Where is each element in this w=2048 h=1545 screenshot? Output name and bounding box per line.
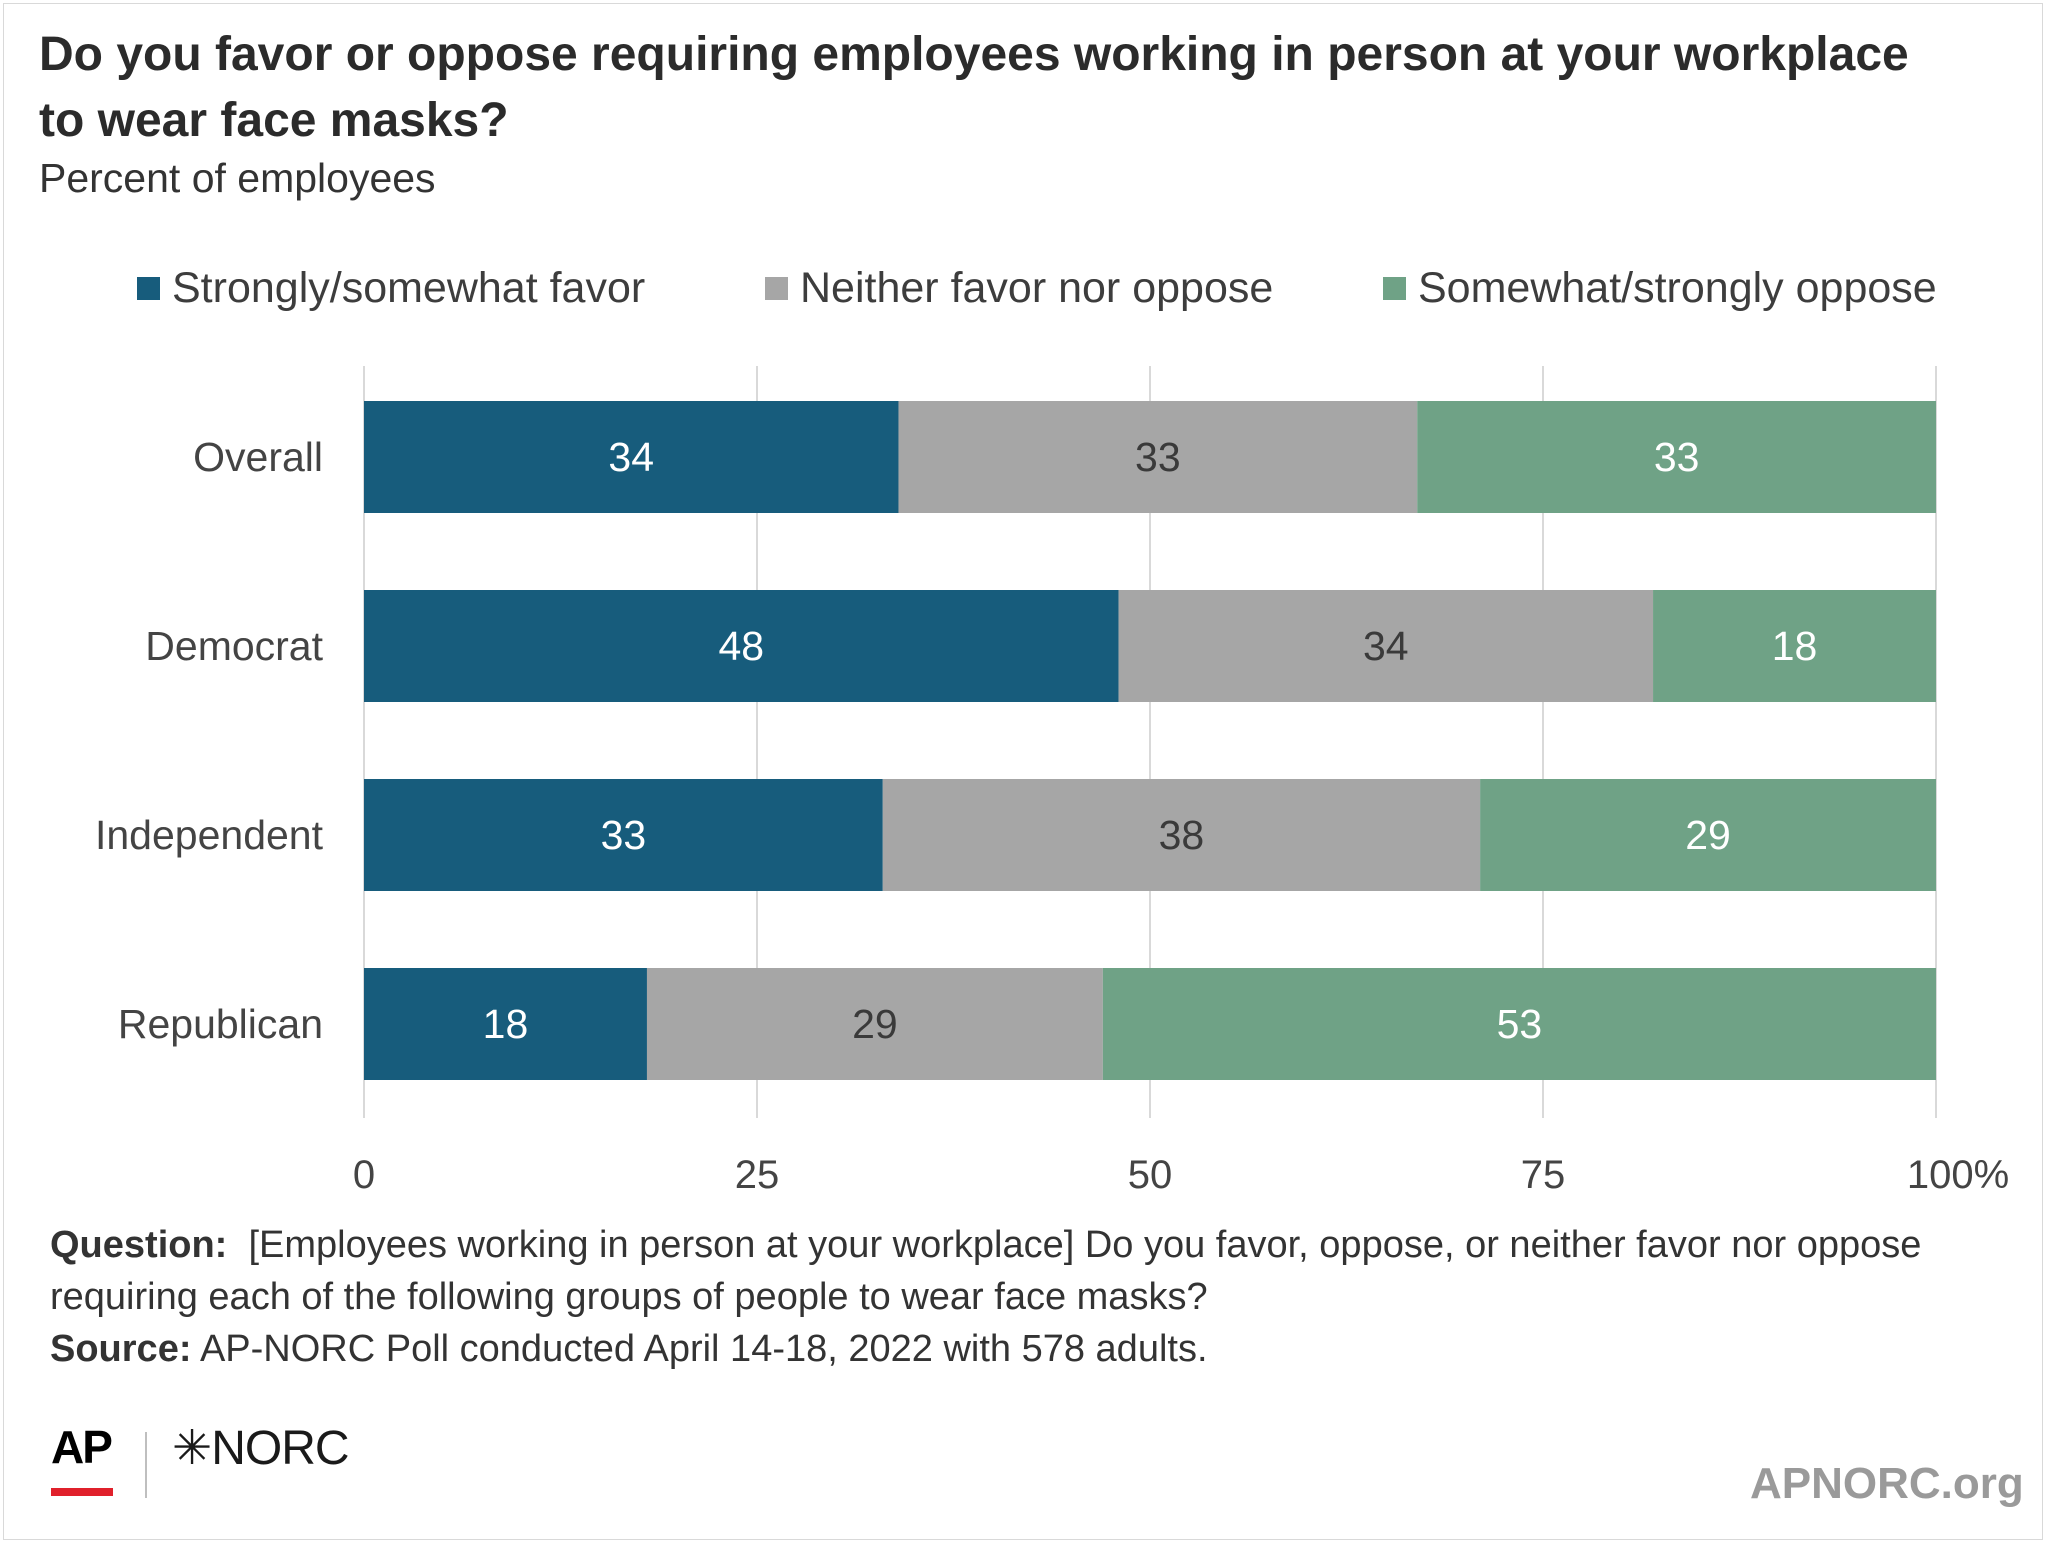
x-tick-label: 0 [353, 1153, 375, 1197]
data-label: 29 [1685, 812, 1731, 858]
x-tick-label: 25 [735, 1153, 780, 1197]
legend-swatch-favor [137, 276, 160, 300]
chart-title: Do you favor or oppose requiring employe… [39, 28, 1909, 147]
ap-logo-underline [51, 1488, 113, 1496]
data-label: 18 [1772, 623, 1818, 669]
data-label: 18 [483, 1001, 529, 1047]
legend-swatch-neither [765, 276, 788, 300]
bar-segment [1102, 968, 1936, 1080]
legend-item-neither: Neither favor nor oppose [765, 258, 1273, 318]
x-tick-label: 100% [1907, 1153, 2009, 1197]
legend-label-favor: Strongly/somewhat favor [172, 263, 646, 312]
legend-label-oppose: Somewhat/strongly oppose [1418, 263, 1937, 312]
legend-item-favor: Strongly/somewhat favor [137, 258, 645, 318]
bar-segment [882, 779, 1481, 891]
source-text: AP-NORC Poll conducted April 14-18, 2022… [199, 1328, 1208, 1370]
bar-segment [1480, 779, 1936, 891]
legend-swatch-oppose [1383, 276, 1406, 300]
legend-label-neither: Neither favor nor oppose [800, 263, 1274, 312]
x-tick-label: 50 [1128, 1153, 1173, 1197]
site-url: APNORC.org [1750, 1459, 2024, 1508]
question-note: Question: [Employees working in person a… [50, 1219, 2010, 1323]
data-label: 34 [1363, 623, 1409, 669]
data-label: 53 [1497, 1001, 1543, 1047]
category-label: Overall [193, 434, 323, 480]
category-label: Democrat [145, 623, 323, 669]
logo-divider [145, 1432, 147, 1498]
bar-segment [364, 590, 1119, 702]
bar-segment [1118, 590, 1654, 702]
x-tick-label: 75 [1521, 1153, 1566, 1197]
data-label: 33 [1135, 434, 1181, 480]
data-label: 33 [601, 812, 647, 858]
bar-segment [898, 401, 1418, 513]
question-text: [Employees working in person at your wor… [50, 1224, 1922, 1318]
legend: Strongly/somewhat favor Neither favor no… [0, 258, 2048, 318]
data-label: 48 [718, 623, 764, 669]
data-label: 33 [1654, 434, 1700, 480]
bar-segment [1417, 401, 1936, 513]
source-note: Source: AP-NORC Poll conducted April 14-… [50, 1323, 2010, 1375]
bar-segment [1653, 590, 1936, 702]
legend-item-oppose: Somewhat/strongly oppose [1383, 258, 1937, 318]
category-label: Independent [95, 812, 324, 858]
ap-logo: AP [51, 1421, 113, 1473]
bar-segment [364, 968, 647, 1080]
chart-frame [3, 3, 2043, 1540]
category-label: Republican [118, 1001, 323, 1047]
footnote: Question: [Employees working in person a… [50, 1219, 2010, 1375]
norc-logo: ✳NORC [172, 1422, 350, 1475]
bar-segment [364, 401, 899, 513]
data-label: 38 [1159, 812, 1205, 858]
data-label: 29 [852, 1001, 898, 1047]
question-label: Question: [50, 1224, 228, 1266]
source-label: Source: [50, 1328, 192, 1370]
chart-subtitle: Percent of employees [39, 155, 436, 201]
data-label: 34 [608, 434, 654, 480]
bar-segment [364, 779, 883, 891]
bar-segment [646, 968, 1103, 1080]
